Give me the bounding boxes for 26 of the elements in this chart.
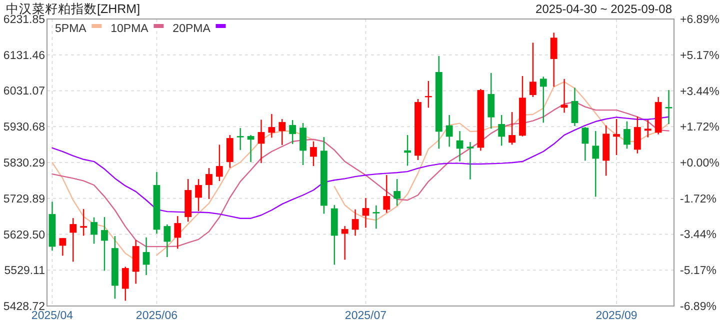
y-tick-label: 5629.50 bbox=[3, 229, 45, 242]
y2-tick-label: +6.89% bbox=[680, 14, 720, 26]
y-tick-label: 5930.68 bbox=[3, 122, 45, 134]
y-tick-label: 6131.46 bbox=[3, 50, 45, 62]
y2-tick-label: -6.89% bbox=[680, 301, 716, 313]
x-tick-label: 2025/04 bbox=[31, 310, 74, 320]
y2-tick-label: -5.17% bbox=[680, 265, 716, 278]
y2-tick-label: +3.44% bbox=[680, 86, 720, 98]
y2-tick-label: +5.17% bbox=[680, 50, 720, 62]
y-tick-label: 5729.89 bbox=[3, 193, 45, 206]
legend-label: 20PMA bbox=[172, 23, 211, 35]
title: 中汉菜籽粕指数[ZHRM] bbox=[6, 2, 140, 16]
y-tick-label: 5830.29 bbox=[3, 158, 45, 170]
y-tick-label: 5529.11 bbox=[4, 265, 45, 278]
x-tick-label: 2025/07 bbox=[344, 310, 387, 320]
y2-tick-label: +1.72% bbox=[680, 122, 720, 134]
y2-tick-label: -3.44% bbox=[680, 229, 716, 242]
y-tick-label: 6231.85 bbox=[3, 14, 45, 26]
y2-tick-label: -1.72% bbox=[680, 193, 716, 206]
legend-label: 5PMA bbox=[55, 23, 87, 35]
y-tick-label: 6031.07 bbox=[3, 86, 45, 98]
x-tick-label: 2025/06 bbox=[136, 310, 178, 320]
y2-tick-label: +0.00% bbox=[680, 158, 720, 170]
subtitle: 2025-04-30 ~ 2025-09-08 bbox=[536, 2, 672, 16]
legend-label: 10PMA bbox=[110, 23, 149, 35]
x-tick-label: 2025/09 bbox=[596, 310, 638, 320]
